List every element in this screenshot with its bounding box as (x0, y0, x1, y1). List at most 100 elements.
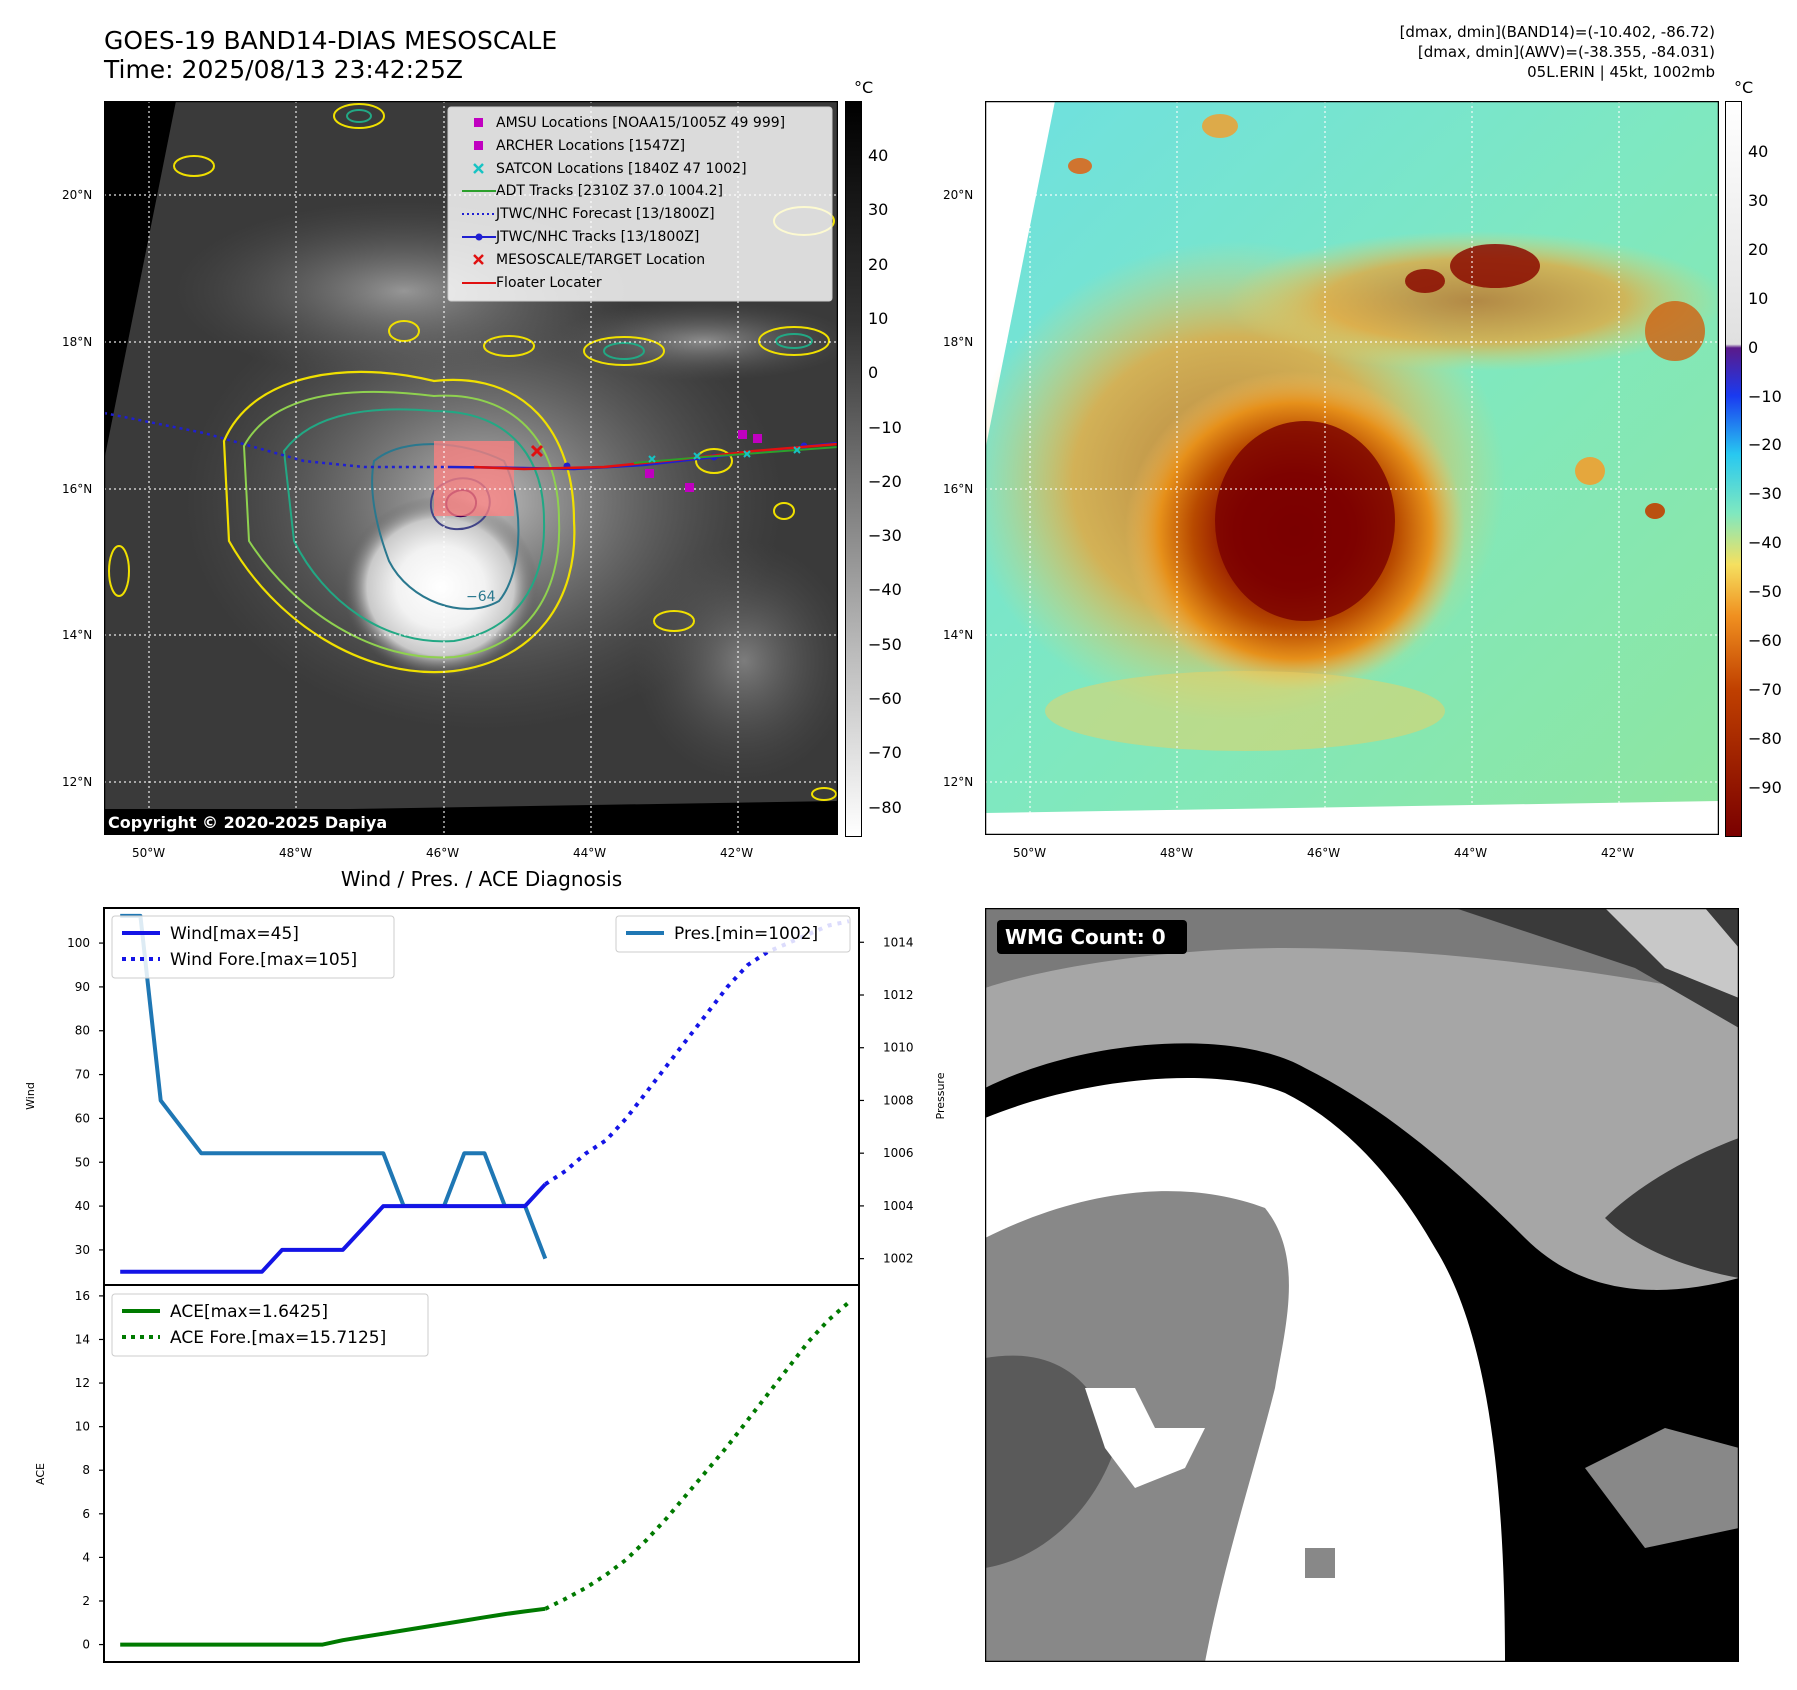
colorbar-tick: −10 (868, 417, 902, 437)
ace-tick-label: 0 (82, 1638, 90, 1652)
colorbar-tick: 10 (868, 308, 889, 328)
legend-label: Pres.[min=1002] (674, 924, 818, 944)
wind-tick-label: 90 (75, 980, 90, 994)
ace-forecast-line (544, 1300, 851, 1611)
wmg-count-label: WMG Count: 0 (1005, 925, 1166, 949)
wind-tick-label: 70 (75, 1068, 90, 1082)
wv-lon-tick: 42°W (1601, 846, 1635, 860)
colorbar-tick: −40 (1748, 533, 1782, 553)
awv-range: [dmax, dmin](AWV)=(-38.355, -84.031) (1417, 43, 1715, 61)
ir-legend-entry: SATCON Locations [1840Z 47 1002] (452, 158, 836, 180)
ir-legend-marker (462, 272, 496, 294)
colorbar-tick: −50 (868, 634, 902, 654)
ir-legend-label: Floater Locater (496, 274, 602, 291)
storm-info: 05L.ERIN | 45kt, 1002mb (1527, 63, 1715, 81)
ir-lat-tick: 14°N (62, 628, 93, 642)
wv-lat-tick: 18°N (943, 335, 974, 349)
ir-legend-marker (462, 112, 496, 134)
page-timestamp: Time: 2025/08/13 23:42:25Z (104, 55, 463, 84)
wv-colorbar (1725, 101, 1742, 837)
ir-lon-tick: 42°W (720, 846, 754, 860)
colorbar-tick: 40 (868, 146, 889, 165)
ace-tick-label: 2 (82, 1594, 90, 1608)
colorbar-tick: 40 (1748, 142, 1769, 161)
ir-contour-label: −64 (466, 589, 496, 605)
ir-legend-entry: ADT Tracks [2310Z 37.0 1004.2] (452, 180, 836, 202)
ir-legend-marker (462, 203, 496, 225)
ir-legend-entry: JTWC/NHC Tracks [13/1800Z] (452, 226, 836, 248)
legend-label: Wind Fore.[max=105] (170, 950, 357, 970)
ir-legend-label: MESOSCALE/TARGET Location (496, 251, 706, 268)
ir-legend-marker (462, 249, 496, 271)
colorbar-tick: −60 (868, 689, 902, 708)
ace-tick-label: 16 (75, 1289, 90, 1303)
ir-colorbar-unit: °C (854, 78, 874, 97)
wind-forecast-line (544, 919, 850, 1186)
wv-lat-tick: 20°N (943, 188, 974, 202)
colorbar-tick: 30 (1748, 190, 1769, 210)
ir-legend-marker (462, 226, 496, 248)
wind-tick-label: 100 (67, 936, 90, 950)
band14-range: [dmax, dmin](BAND14)=(-10.402, -86.72) (1399, 23, 1715, 41)
wv-lon-tick: 44°W (1454, 846, 1488, 860)
ir-legend-entry: ARCHER Locations [1547Z] (452, 135, 836, 157)
colorbar-tick: −50 (1748, 582, 1782, 602)
colorbar-tick: 10 (1748, 288, 1769, 308)
colorbar-tick: 0 (1748, 337, 1759, 357)
ir-legend-label: ADT Tracks [2310Z 37.0 1004.2] (496, 183, 723, 200)
pres-tick-label: 1006 (883, 1146, 914, 1160)
pres-tick-label: 1010 (883, 1041, 914, 1055)
legend-label: Wind[max=45] (170, 924, 299, 944)
ir-legend-marker (462, 158, 496, 180)
wind-legend: Wind[max=45] Wind Fore.[max=105] (111, 915, 395, 979)
wv-lon-tick: 50°W (1013, 846, 1047, 860)
colorbar-tick: −80 (1748, 728, 1782, 748)
ir-legend-entry: AMSU Locations [NOAA15/1005Z 49 999] (452, 112, 836, 134)
pres-tick-label: 1008 (883, 1093, 914, 1107)
wind-ylabel: Wind (24, 1082, 37, 1110)
ace-tick-label: 10 (75, 1420, 90, 1434)
wmg-panel: WMG Count: 0 (985, 908, 1739, 1662)
ir-legend-label: JTWC/NHC Tracks [13/1800Z] (496, 229, 700, 245)
colorbar-tick: −90 (1748, 777, 1782, 797)
ir-colorbar (845, 101, 862, 837)
ir-lon-tick: 46°W (426, 846, 460, 860)
pres-tick-label: 1012 (883, 988, 914, 1002)
ir-lon-tick: 44°W (573, 846, 607, 860)
wv-lon-tick: 48°W (1160, 846, 1194, 860)
ir-lat-tick: 18°N (62, 335, 93, 349)
pres-tick-label: 1014 (883, 935, 914, 949)
page-title: GOES-19 BAND14-DIAS MESOSCALE (104, 26, 558, 55)
colorbar-tick: −70 (868, 743, 902, 763)
ir-legend-label: AMSU Locations [NOAA15/1005Z 49 999] (496, 115, 786, 131)
colorbar-tick: −40 (868, 580, 902, 600)
ace-tick-label: 14 (75, 1332, 90, 1346)
ir-lat-tick: 12°N (62, 775, 93, 789)
ir-legend-label: JTWC/NHC Forecast [13/1800Z] (496, 206, 715, 223)
pres-ylabel: Pressure (934, 1072, 947, 1119)
diag-title: Wind / Pres. / ACE Diagnosis (340, 867, 623, 891)
ir-lon-tick: 50°W (132, 846, 166, 860)
ir-lat-tick: 16°N (62, 482, 93, 496)
wv-lat-tick: 14°N (943, 628, 974, 642)
colorbar-tick: −30 (1748, 484, 1782, 504)
wv-satellite-panel (985, 101, 1719, 835)
wind-tick-label: 40 (75, 1199, 90, 1213)
ace-line (120, 1606, 546, 1647)
ace-tick-label: 12 (75, 1376, 90, 1390)
ace-tick-label: 6 (82, 1507, 90, 1521)
wind-tick-label: 60 (75, 1111, 90, 1125)
colorbar-tick: 30 (868, 200, 889, 220)
pressure-line (120, 913, 548, 1260)
ir-legend-marker (462, 135, 496, 157)
ace-tick-label: 4 (82, 1550, 90, 1564)
ace-tick-label: 8 (82, 1463, 90, 1477)
wv-lat-tick: 12°N (943, 775, 974, 789)
pres-legend: Pres.[min=1002] (615, 915, 851, 953)
legend-label: ACE Fore.[max=15.7125] (170, 1328, 386, 1348)
legend-label: ACE[max=1.6425] (170, 1302, 328, 1322)
ir-lon-tick: 48°W (279, 846, 313, 860)
wv-lat-tick: 16°N (943, 482, 974, 496)
pres-tick-label: 1002 (883, 1252, 914, 1266)
colorbar-tick: 20 (1748, 239, 1769, 259)
